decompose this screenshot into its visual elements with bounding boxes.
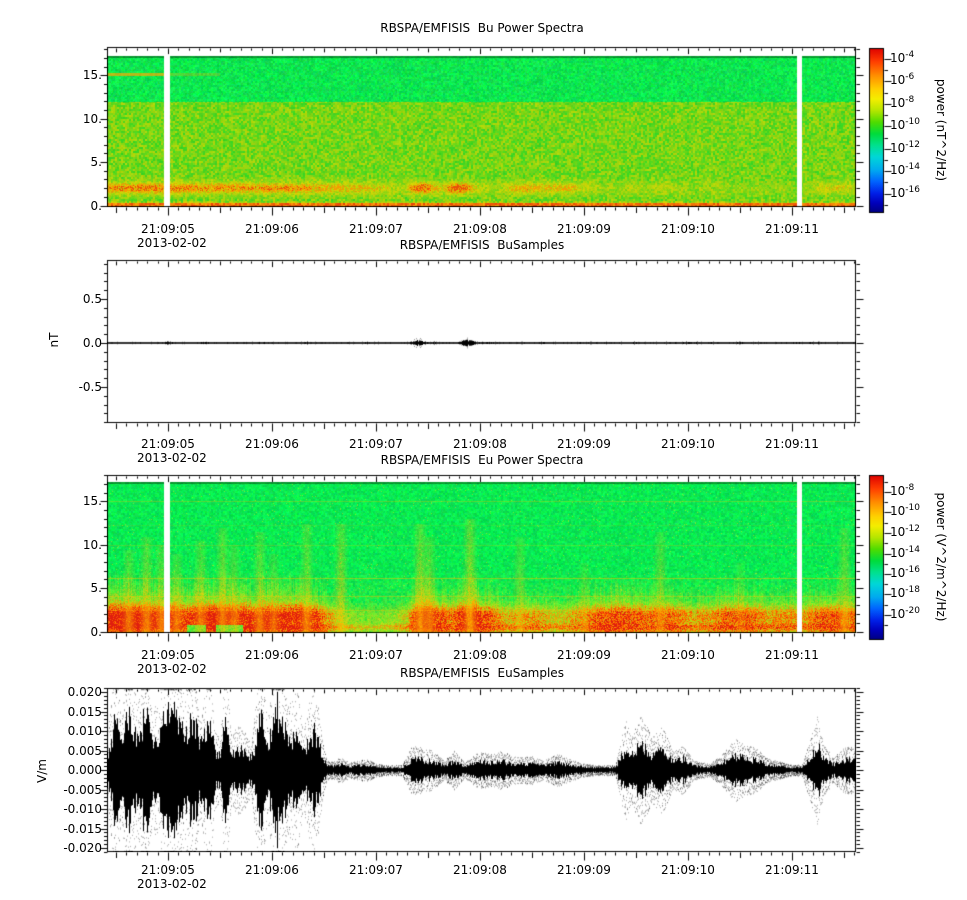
colorbar-tick-label: 10-18 — [890, 585, 920, 600]
x-tick-label: 21:09:05 — [141, 437, 195, 451]
panel-title-bu-power-spectra: RBSPA/EMFISIS Bu Power Spectra — [380, 21, 584, 35]
y-tick-label: 5. — [90, 155, 102, 169]
colorbar-tick-label: 10-14 — [890, 545, 920, 560]
colorbar-tick-label: 10-16 — [890, 185, 920, 200]
x-tick-label: 21:09:10 — [661, 222, 715, 236]
y-tick-label: 15. — [82, 68, 102, 82]
date-label: 2013-02-02 — [137, 236, 207, 250]
colorbar-tick-label: 10-16 — [890, 565, 920, 580]
x-tick-label: 21:09:08 — [453, 222, 507, 236]
y-tick-label: 15. — [82, 494, 102, 508]
x-tick-label: 21:09:06 — [245, 437, 299, 451]
y-tick-label: 0.0 — [82, 336, 102, 350]
y-tick-label: 10. — [82, 112, 102, 126]
date-label: 2013-02-02 — [137, 451, 207, 465]
colorbar-tick-label: 10-20 — [890, 606, 920, 621]
y-tick-label: 0.020 — [67, 685, 102, 699]
x-tick-label: 21:09:09 — [557, 648, 611, 662]
x-tick-label: 21:09:06 — [245, 648, 299, 662]
x-tick-label: 21:09:05 — [141, 222, 195, 236]
x-tick-label: 21:09:09 — [557, 437, 611, 451]
x-tick-label: 21:09:05 — [141, 863, 195, 877]
y-tick-label: -0.010 — [63, 802, 102, 816]
colorbar-tick-label: 10-4 — [890, 50, 915, 65]
x-tick-label: 21:09:07 — [349, 437, 403, 451]
colorbar-tick-label: 10-6 — [890, 72, 915, 87]
y-tick-label: 0. — [90, 199, 102, 213]
y-tick-label: 5. — [90, 581, 102, 595]
x-tick-label: 21:09:06 — [245, 863, 299, 877]
y-tick-label: 0.010 — [67, 724, 102, 738]
x-tick-label: 21:09:07 — [349, 648, 403, 662]
colorbar-tick-label: 10-8 — [890, 483, 915, 498]
panel-title-bu-samples: RBSPA/EMFISIS BuSamples — [399, 238, 565, 252]
y-tick-label: -0.015 — [63, 822, 102, 836]
y-tick-label: 0.015 — [67, 705, 102, 719]
x-tick-label: 21:09:09 — [557, 222, 611, 236]
x-tick-label: 21:09:08 — [453, 863, 507, 877]
colorbar-tick-label: 10-12 — [890, 524, 920, 539]
x-tick-label: 21:09:10 — [661, 863, 715, 877]
y-tick-label: 0.000 — [67, 763, 102, 777]
colorbar-tick-label: 10-10 — [890, 503, 920, 518]
panel-title-eu-power-spectra: RBSPA/EMFISIS Eu Power Spectra — [380, 453, 584, 467]
x-tick-label: 21:09:06 — [245, 222, 299, 236]
x-tick-label: 21:09:11 — [765, 648, 819, 662]
colorbar-tick-label: 10-14 — [890, 162, 920, 177]
x-tick-label: 21:09:10 — [661, 437, 715, 451]
panel-title-eu-samples: RBSPA/EMFISIS EuSamples — [400, 666, 564, 680]
x-tick-label: 21:09:08 — [453, 648, 507, 662]
y-tick-label: 10. — [82, 538, 102, 552]
x-tick-label: 21:09:09 — [557, 863, 611, 877]
x-tick-label: 21:09:07 — [349, 222, 403, 236]
y-tick-label: 0.5 — [82, 292, 102, 306]
x-tick-label: 21:09:08 — [453, 437, 507, 451]
colorbar-tick-label: 10-10 — [890, 117, 920, 132]
date-label: 2013-02-02 — [137, 877, 207, 891]
x-tick-label: 21:09:05 — [141, 648, 195, 662]
x-tick-label: 21:09:11 — [765, 863, 819, 877]
colorbar-tick-label: 10-8 — [890, 95, 915, 110]
x-tick-label: 21:09:07 — [349, 863, 403, 877]
y-tick-label: 0. — [90, 625, 102, 639]
x-tick-label: 21:09:11 — [765, 222, 819, 236]
y-tick-label: 0.005 — [67, 744, 102, 758]
x-tick-label: 21:09:11 — [765, 437, 819, 451]
x-tick-label: 21:09:10 — [661, 648, 715, 662]
colorbar-tick-label: 10-12 — [890, 140, 920, 155]
y-tick-label: -0.005 — [63, 783, 102, 797]
y-tick-label: -0.5 — [78, 380, 102, 394]
colorbar-label-eu-power: power (V^2/m^2/Hz) — [934, 492, 948, 622]
date-label: 2013-02-02 — [137, 662, 207, 676]
y-tick-label: -0.020 — [63, 841, 102, 855]
colorbar-label-bu-power: power (nT^2/Hz) — [934, 78, 948, 182]
